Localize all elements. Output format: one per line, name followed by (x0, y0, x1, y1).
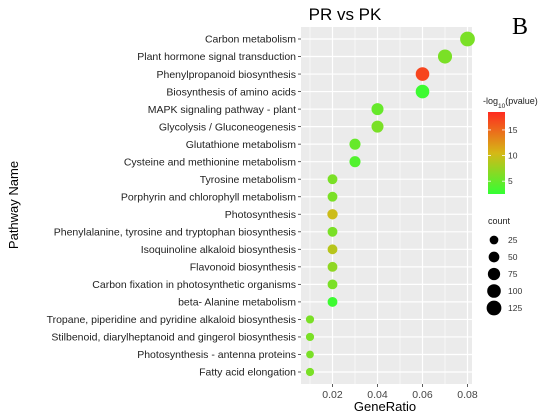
data-point (327, 244, 338, 255)
data-point (327, 296, 338, 307)
panel-letter: B (512, 14, 528, 40)
data-point (349, 156, 361, 168)
size-legend-label: 125 (508, 303, 522, 313)
pathway-label: Phenylpropanoid biosynthesis (156, 69, 296, 81)
size-legend-dot (486, 300, 502, 316)
pathway-label: MAPK signaling pathway - plant (148, 104, 296, 116)
data-point (327, 226, 338, 237)
pathway-label: Stilbenoid, diarylheptanoid and gingerol… (51, 332, 296, 344)
pathway-label: Flavonoid biosynthesis (190, 262, 296, 274)
color-legend-title-sub: 10 (498, 103, 506, 110)
data-point (437, 49, 453, 64)
data-point (371, 103, 384, 116)
pathway-label: Carbon metabolism (205, 34, 296, 46)
pathway-label: Photosynthesis - antenna proteins (137, 349, 296, 361)
pathway-label: Fatty acid elongation (199, 367, 296, 379)
size-legend-dot (487, 284, 501, 298)
data-points (305, 31, 475, 377)
data-point (327, 261, 338, 272)
color-legend-tick-label: 10 (508, 151, 518, 161)
data-point (327, 174, 338, 185)
pathway-label: Carbon fixation in photosynthetic organi… (92, 279, 296, 291)
color-legend-tick-label: 15 (508, 125, 518, 135)
data-point (305, 332, 315, 342)
y-axis-title: Pathway Name (6, 161, 21, 249)
pathway-label: Glycolysis / Gluconeogenesis (159, 121, 296, 133)
pathway-label: Biosynthesis of amino acids (166, 86, 296, 98)
size-legend-label: 50 (508, 252, 518, 262)
size-legend-label: 25 (508, 235, 518, 245)
color-legend-tick-label: 5 (508, 176, 513, 186)
grid-lines (301, 27, 472, 384)
pathway-labels: Carbon metabolism Plant hormone signal tr… (47, 34, 301, 379)
data-point (349, 138, 361, 150)
pathway-label: beta- Alanine metabolism (178, 297, 296, 309)
size-legend-dot (488, 251, 500, 263)
color-legend-title-main: log (486, 96, 498, 106)
x-tick-label: 0.06 (412, 389, 433, 401)
size-legend-label: 100 (508, 286, 522, 296)
data-point (305, 315, 315, 324)
x-axis: 0.02 0.04 0.06 0.08 (322, 384, 478, 401)
size-legend-dot (487, 267, 501, 281)
color-legend-title: -log10(pvalue) (483, 96, 538, 110)
x-axis-title: GeneRatio (354, 399, 416, 414)
x-tick-label: 0.02 (322, 389, 343, 401)
pathway-label: Plant hormone signal transduction (137, 51, 296, 63)
data-point (460, 31, 475, 47)
pathway-label: Isoquinoline alkaloid biosynthesis (141, 244, 296, 256)
data-point (327, 279, 338, 290)
x-tick-label: 0.08 (457, 389, 478, 401)
data-point (327, 191, 338, 202)
color-legend-bar (488, 112, 505, 194)
size-legend: count 25 50 75 100 125 (486, 216, 522, 316)
pathway-label: Tropane, piperidine and pyridine alkaloi… (47, 314, 296, 326)
data-point (327, 209, 338, 220)
pathway-label: Cysteine and methionine metabolism (124, 156, 296, 168)
size-legend-label: 75 (508, 269, 518, 279)
pathway-label: Photosynthesis (225, 209, 296, 221)
size-legend-title: count (488, 216, 511, 226)
plot-panel (301, 27, 472, 384)
x-tick-label: 0.04 (367, 389, 388, 401)
data-point (305, 367, 315, 377)
pathway-label: Porphyrin and chlorophyll metabolism (121, 191, 296, 203)
data-point (415, 84, 430, 99)
data-point (306, 350, 314, 359)
pathway-label: Phenylalanine, tyrosine and tryptophan b… (54, 226, 296, 238)
chart-title: PR vs PK (309, 5, 382, 24)
size-legend-dot (489, 235, 499, 245)
color-legend-title-prefix: - (483, 96, 486, 106)
pathway-label: Glutathione metabolism (186, 139, 297, 151)
data-point (371, 120, 384, 133)
color-legend-title-suffix: (pvalue) (505, 96, 538, 106)
pathway-label: Tyrosine metabolism (200, 174, 297, 186)
data-point (415, 67, 430, 81)
